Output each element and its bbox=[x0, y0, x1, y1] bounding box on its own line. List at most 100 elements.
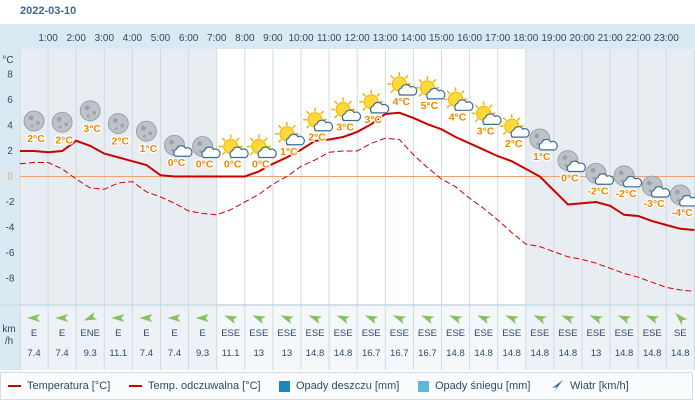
temperature-label: 1°C bbox=[140, 143, 158, 155]
temperature-label: 2°C bbox=[27, 133, 45, 145]
wind-direction: ESE bbox=[277, 328, 296, 339]
wind-direction: ESE bbox=[249, 328, 268, 339]
cloud-shape bbox=[313, 119, 334, 132]
sun-cloud-rain-icon bbox=[359, 89, 390, 114]
hour-tick-label: 18:00 bbox=[513, 33, 538, 44]
cloud-shape bbox=[229, 146, 249, 159]
hour-tick-label: 16:00 bbox=[457, 33, 482, 44]
wind-speed: 7.4 bbox=[168, 348, 181, 359]
sun-cloud-rain-icon bbox=[218, 134, 249, 159]
wind-speed: 7.4 bbox=[27, 348, 40, 359]
moon-crater bbox=[36, 121, 40, 125]
chart-legend: Temperatura [°C] Temp. odczuwalna [°C] O… bbox=[0, 372, 693, 400]
wind-arrow-icon bbox=[561, 315, 575, 324]
cloud-shape bbox=[454, 99, 474, 111]
wind-arrow-icon bbox=[83, 312, 98, 321]
legend-wind-label: Wiatr [km/h] bbox=[570, 380, 629, 392]
wind-speed: 16.7 bbox=[362, 348, 381, 359]
cloud-shape bbox=[566, 160, 586, 173]
wind-direction: E bbox=[171, 328, 177, 339]
sun-cloud-rain-icon bbox=[387, 72, 418, 97]
moon-crater bbox=[618, 170, 624, 176]
moon-crater bbox=[28, 115, 34, 121]
moon-crater bbox=[64, 122, 68, 127]
moon-crater bbox=[169, 139, 174, 145]
wind-arrow-icon bbox=[139, 314, 153, 322]
wind-speed: 14.8 bbox=[671, 348, 690, 359]
wind-speed: 14.8 bbox=[334, 348, 353, 359]
hour-tick-label: 8:00 bbox=[235, 33, 255, 44]
wind-speed: 13 bbox=[591, 348, 602, 359]
legend-rain: Opady deszczu [mm] bbox=[279, 373, 399, 399]
wind-direction: ESE bbox=[418, 328, 437, 339]
sun-ray bbox=[502, 117, 507, 121]
hour-tick-label: 12:00 bbox=[345, 33, 370, 44]
cloud-shape bbox=[650, 186, 671, 198]
wind-speed: 14.8 bbox=[559, 348, 578, 359]
wind-direction: ESE bbox=[615, 328, 634, 339]
moon-shape bbox=[23, 110, 45, 132]
wind-arrow-icon bbox=[617, 315, 632, 324]
wind-speed: 11.1 bbox=[109, 348, 127, 359]
sun-ray bbox=[362, 107, 367, 111]
wind-arrow-icon bbox=[336, 315, 351, 324]
wind-speed: 11.1 bbox=[222, 348, 240, 359]
temperature-label: 0°C bbox=[252, 159, 270, 171]
moon-cloud-rain-icon bbox=[557, 150, 586, 173]
temperature-label: 0°C bbox=[224, 159, 242, 171]
wind-speed: 7.4 bbox=[55, 348, 68, 359]
moon-cloud-rain-icon bbox=[641, 175, 671, 198]
moon-cloud-rain-icon bbox=[669, 184, 695, 207]
temperature-label: 3°C bbox=[336, 122, 354, 134]
moon-crater bbox=[56, 116, 62, 122]
sun-ray bbox=[334, 100, 338, 105]
moon-crater bbox=[536, 142, 540, 146]
hour-tick-label: 6:00 bbox=[179, 33, 199, 44]
sun-ray bbox=[390, 75, 395, 79]
moon-cloud-rain-icon bbox=[585, 162, 615, 185]
temperature-label: 0°C bbox=[196, 159, 214, 171]
y-tick-label: 4 bbox=[7, 121, 13, 132]
moon-crater bbox=[92, 111, 96, 115]
temperature-label: 0°C bbox=[561, 173, 579, 185]
wind-arrow-icon bbox=[308, 315, 323, 324]
wind-direction: ESE bbox=[362, 328, 381, 339]
legend-temperature: Temperatura [°C] bbox=[8, 373, 110, 399]
sun-ray bbox=[263, 137, 268, 142]
temperature-label: -2°C bbox=[616, 188, 638, 200]
cloud-shape bbox=[622, 175, 643, 188]
moon-shape bbox=[79, 100, 101, 122]
wind-unit-label: km bbox=[2, 324, 15, 335]
hour-tick-label: 1:00 bbox=[38, 33, 58, 44]
moon-crater bbox=[141, 125, 146, 131]
sun-cloud-rain-icon bbox=[303, 107, 334, 132]
sun-ray bbox=[474, 118, 479, 123]
legend-snow-label: Opady śniegu [mm] bbox=[435, 380, 531, 392]
wind-speed: 14.8 bbox=[502, 348, 521, 359]
temperature-label: 1°C bbox=[280, 146, 298, 158]
wind-arrow-icon bbox=[252, 315, 266, 324]
temperature-label: 4°C bbox=[392, 96, 410, 108]
cloud-shape bbox=[482, 113, 502, 125]
temperature-label: 3°C bbox=[477, 125, 495, 137]
sun-ray bbox=[221, 151, 226, 156]
sun-ray bbox=[249, 151, 254, 156]
sun-ray bbox=[305, 110, 310, 115]
wind-arrow-icon bbox=[505, 315, 519, 324]
wind-arrow-icon bbox=[364, 315, 379, 324]
moon-crater bbox=[620, 179, 624, 183]
moon-crater bbox=[112, 118, 118, 123]
sun-ray bbox=[446, 90, 451, 95]
legend-rain-label: Opady deszczu [mm] bbox=[296, 380, 400, 392]
temperature-label: 1°C bbox=[533, 151, 551, 163]
wind-direction: E bbox=[199, 328, 205, 339]
wind-speed: 14.8 bbox=[306, 348, 325, 359]
temperature-line bbox=[20, 111, 695, 231]
sun-cloud-rain-icon bbox=[443, 87, 474, 112]
cloud-shape bbox=[341, 109, 362, 122]
wind-direction: ESE bbox=[586, 328, 605, 339]
feels-like-line bbox=[19, 137, 695, 292]
temperature-label: 0°C bbox=[168, 157, 186, 169]
hour-tick-label: 22:00 bbox=[626, 33, 651, 44]
temperature-label: 2°C bbox=[111, 136, 129, 148]
